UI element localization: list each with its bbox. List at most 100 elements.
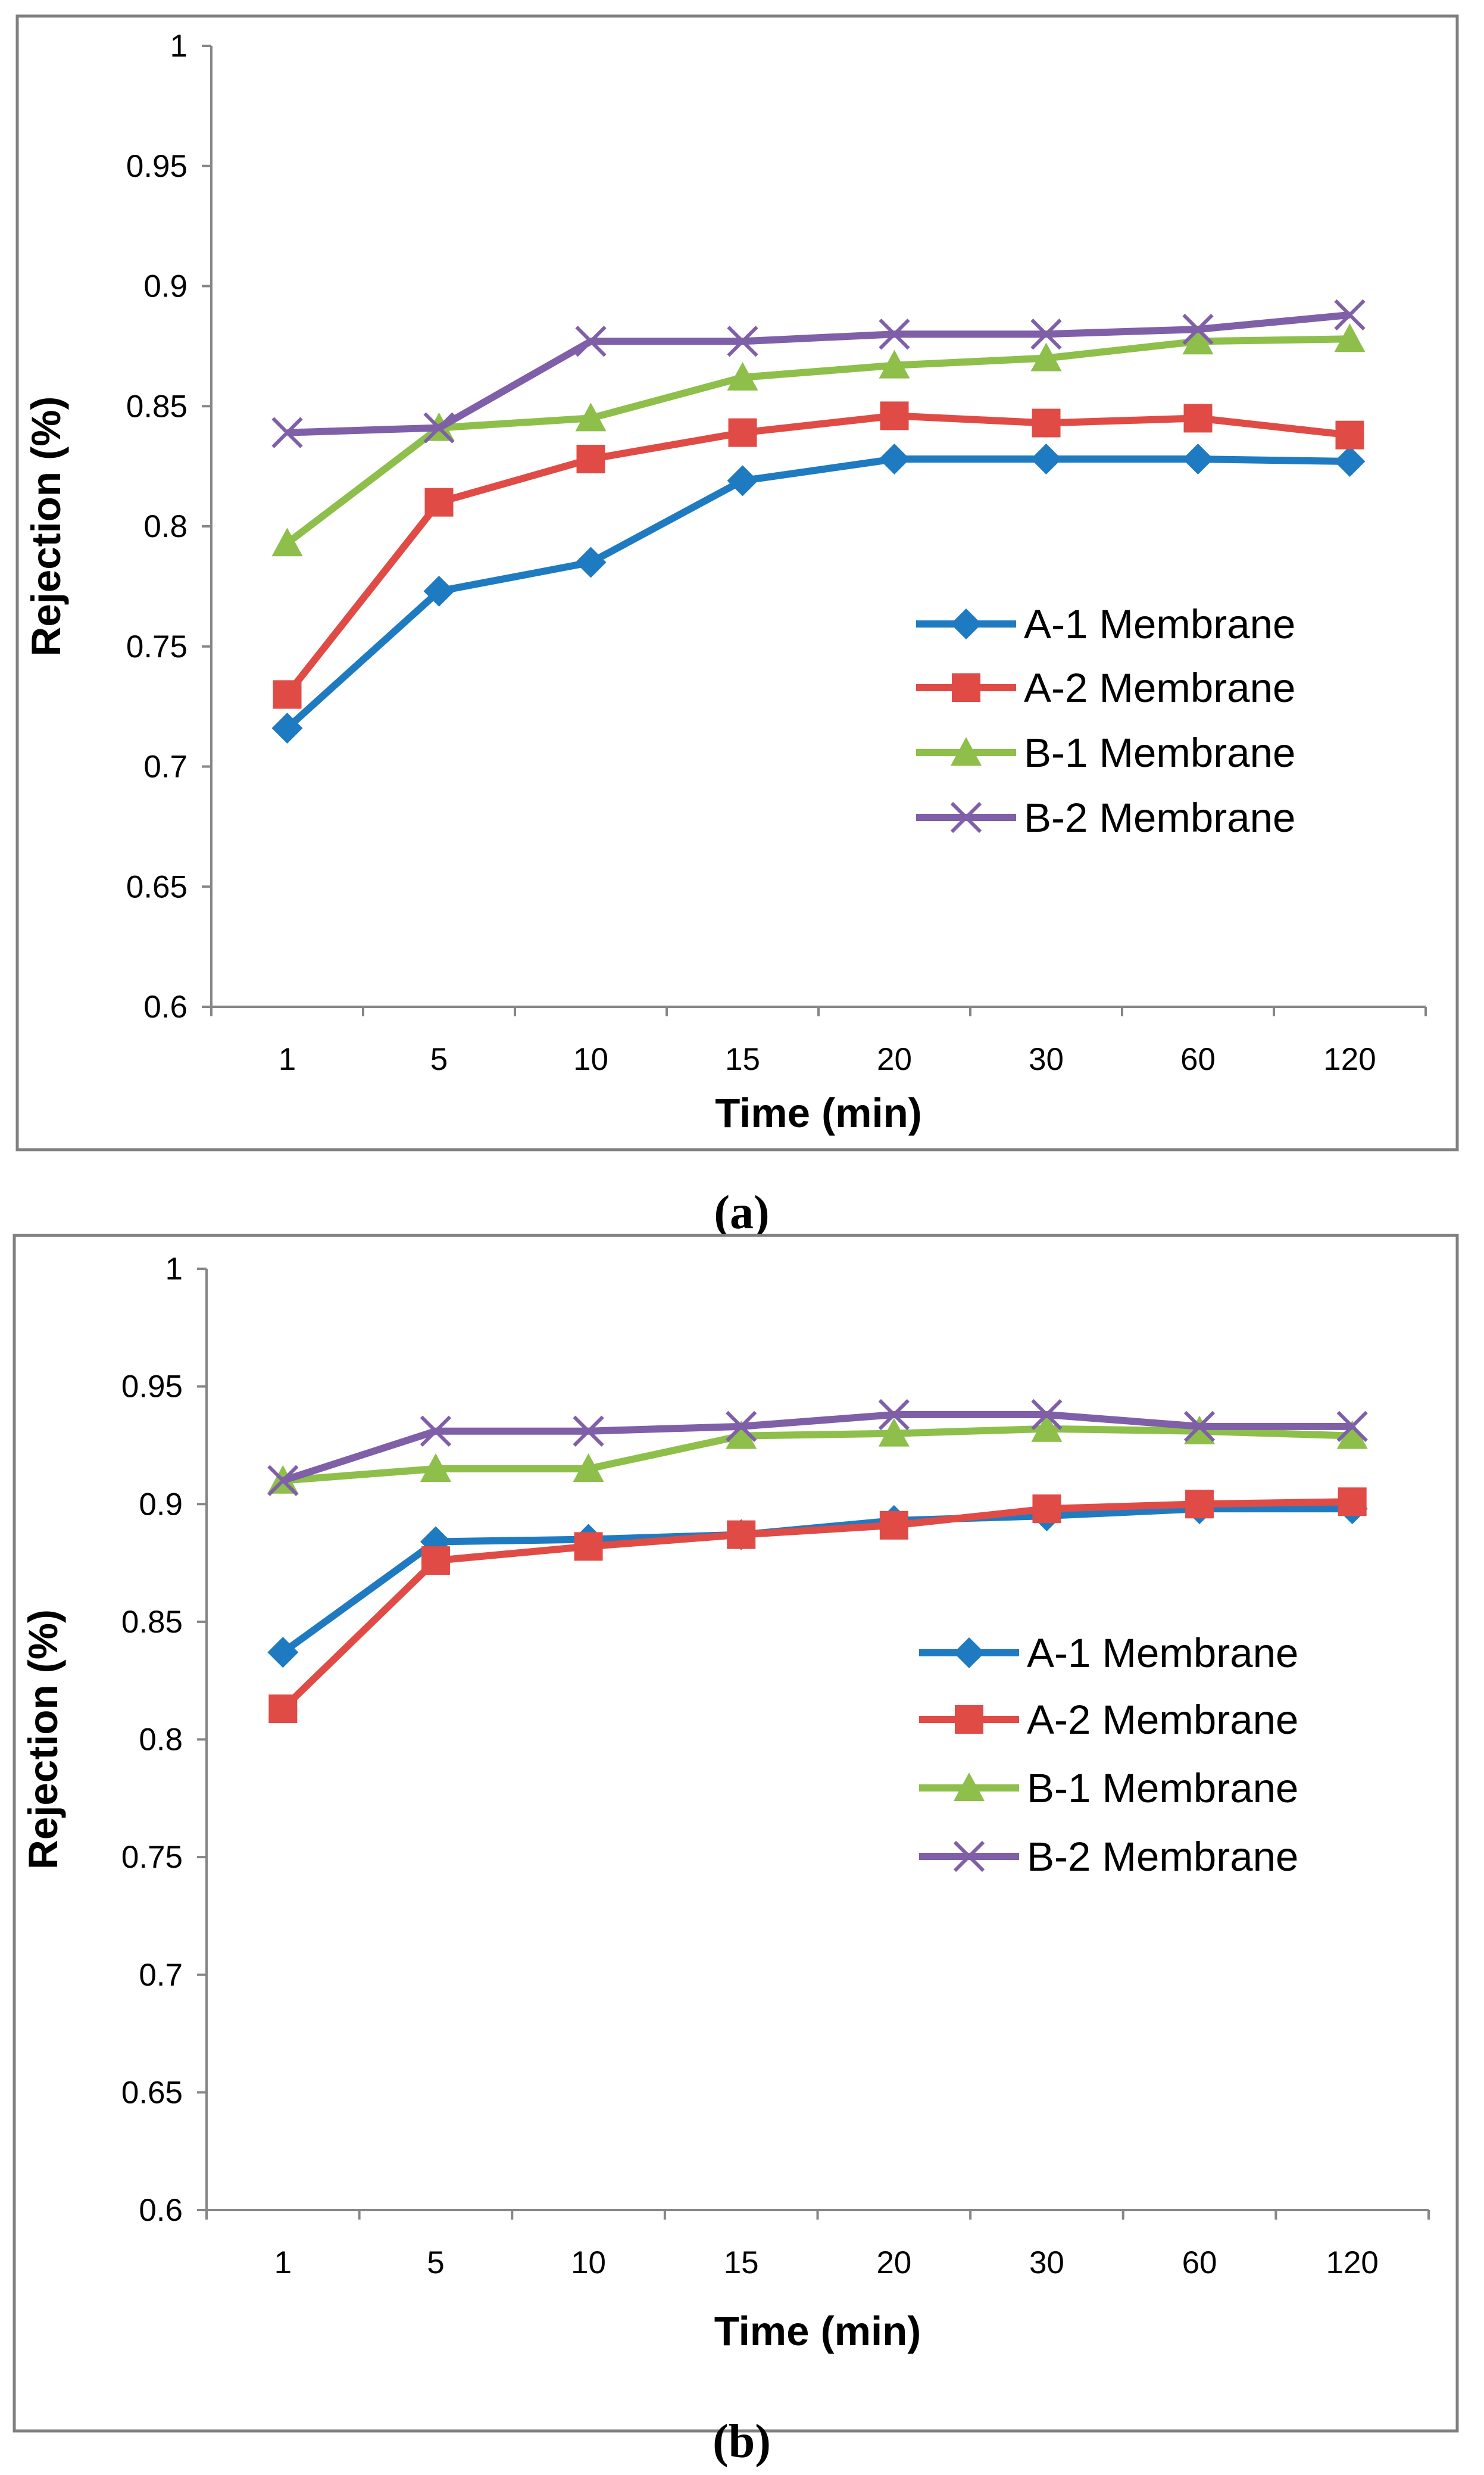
legend-marker bbox=[952, 673, 980, 702]
data-point-marker bbox=[1334, 323, 1366, 352]
series-a-2-membrane bbox=[268, 1487, 1367, 1724]
panel-caption: (a) bbox=[714, 1187, 769, 1239]
data-point-marker bbox=[1336, 1420, 1368, 1449]
data-point-marker bbox=[879, 444, 910, 475]
y-tick-label: 0.6 bbox=[143, 990, 188, 1025]
legend-label: A-2 Membrane bbox=[1027, 1697, 1298, 1743]
data-point-marker bbox=[1182, 314, 1214, 345]
x-tick-label: 20 bbox=[876, 2245, 911, 2280]
series-line bbox=[280, 1498, 1352, 1712]
y-tick-label: 0.75 bbox=[121, 1840, 183, 1875]
data-point-marker bbox=[1336, 1410, 1368, 1442]
y-tick-label: 0.65 bbox=[126, 869, 188, 904]
data-point-marker bbox=[1183, 1410, 1216, 1442]
series-line bbox=[284, 412, 1351, 697]
x-tick-label: 60 bbox=[1182, 2245, 1217, 2280]
data-point-marker bbox=[1183, 404, 1213, 433]
data-point-marker bbox=[727, 361, 758, 391]
data-point-marker bbox=[726, 1410, 757, 1442]
series-b-2-membrane bbox=[267, 1399, 1368, 1496]
data-point-marker bbox=[1031, 1413, 1063, 1442]
x-axis-title: Time (min) bbox=[715, 1090, 922, 1136]
data-point-marker bbox=[878, 1418, 910, 1447]
legend-marker bbox=[955, 1705, 983, 1734]
series-a-1-membrane bbox=[271, 444, 1366, 744]
panel-caption: (b) bbox=[713, 2415, 771, 2468]
series-b-2-membrane bbox=[271, 299, 1366, 448]
data-point-marker bbox=[424, 488, 454, 517]
data-point-marker bbox=[880, 401, 909, 430]
data-point-marker bbox=[879, 1510, 908, 1540]
y-tick-label: 0.6 bbox=[139, 2193, 183, 2228]
legend-label: A-1 Membrane bbox=[1024, 601, 1295, 647]
legend-entry: B-2 Membrane bbox=[919, 1834, 1298, 1880]
legend-entry: A-2 Membrane bbox=[916, 665, 1295, 711]
legend-entry: A-1 Membrane bbox=[916, 601, 1295, 647]
data-point-marker bbox=[1334, 446, 1366, 477]
data-point-marker bbox=[421, 1546, 450, 1575]
data-point-marker bbox=[727, 465, 758, 497]
data-point-marker bbox=[1182, 326, 1214, 355]
x-tick-label: 10 bbox=[573, 1042, 608, 1077]
y-axis-title: Rejection (%) bbox=[23, 396, 69, 656]
data-point-marker bbox=[1032, 408, 1061, 438]
series-line bbox=[282, 1411, 1352, 1484]
data-point-marker bbox=[879, 349, 910, 379]
legend-marker bbox=[951, 608, 982, 639]
x-axis-title: Time (min) bbox=[714, 2308, 921, 2354]
series-line bbox=[285, 455, 1350, 731]
legend-marker bbox=[951, 737, 982, 766]
legend-label: B-1 Membrane bbox=[1024, 730, 1295, 776]
legend-entry: B-1 Membrane bbox=[916, 730, 1295, 776]
legend-label: A-1 Membrane bbox=[1027, 1630, 1298, 1676]
data-point-marker bbox=[728, 418, 757, 447]
data-point-marker bbox=[1030, 342, 1062, 372]
data-point-marker bbox=[1030, 319, 1062, 350]
x-tick-label: 1 bbox=[274, 2245, 292, 2280]
data-point-marker bbox=[575, 326, 607, 357]
legend-entry: A-2 Membrane bbox=[919, 1697, 1298, 1743]
y-tick-label: 0.85 bbox=[126, 389, 188, 424]
legend-label: B-1 Membrane bbox=[1027, 1765, 1298, 1811]
x-tick-label: 120 bbox=[1323, 1042, 1376, 1077]
data-point-marker bbox=[575, 402, 607, 432]
data-point-marker bbox=[1338, 1487, 1367, 1516]
data-point-marker bbox=[878, 1399, 910, 1431]
data-point-marker bbox=[267, 1465, 299, 1496]
legend-marker bbox=[954, 1637, 985, 1668]
series-line bbox=[282, 1425, 1352, 1484]
legend-marker bbox=[953, 1840, 985, 1872]
y-tick-label: 0.9 bbox=[143, 269, 188, 304]
y-tick-label: 0.8 bbox=[143, 509, 188, 544]
legend-marker bbox=[954, 1772, 985, 1801]
legend-marker bbox=[950, 801, 982, 834]
data-point-marker bbox=[879, 319, 910, 350]
data-point-marker bbox=[1032, 1494, 1061, 1524]
data-point-marker bbox=[273, 680, 302, 709]
legend-label: B-2 Membrane bbox=[1024, 795, 1295, 841]
x-tick-label: 15 bbox=[724, 2245, 759, 2280]
series-a-2-membrane bbox=[273, 401, 1364, 709]
data-point-marker bbox=[420, 1415, 452, 1447]
y-tick-label: 0.7 bbox=[143, 750, 188, 785]
x-tick-label: 1 bbox=[279, 1042, 296, 1077]
data-point-marker bbox=[1030, 444, 1062, 475]
data-point-marker bbox=[271, 528, 303, 557]
x-tick-label: 10 bbox=[571, 2245, 606, 2280]
data-point-marker bbox=[271, 712, 303, 744]
legend-entry: A-1 Membrane bbox=[919, 1630, 1298, 1676]
y-tick-label: 0.95 bbox=[126, 149, 188, 184]
data-point-marker bbox=[423, 575, 455, 607]
series-line bbox=[287, 311, 1351, 436]
y-tick-label: 0.95 bbox=[121, 1369, 183, 1405]
y-axis-title: Rejection (%) bbox=[20, 1609, 66, 1869]
chart-frame bbox=[15, 14, 1459, 1151]
y-tick-label: 0.9 bbox=[139, 1487, 183, 1522]
legend-label: A-2 Membrane bbox=[1024, 665, 1295, 711]
data-point-marker bbox=[576, 445, 605, 474]
data-point-marker bbox=[1031, 1399, 1063, 1431]
data-point-marker bbox=[573, 1453, 604, 1482]
